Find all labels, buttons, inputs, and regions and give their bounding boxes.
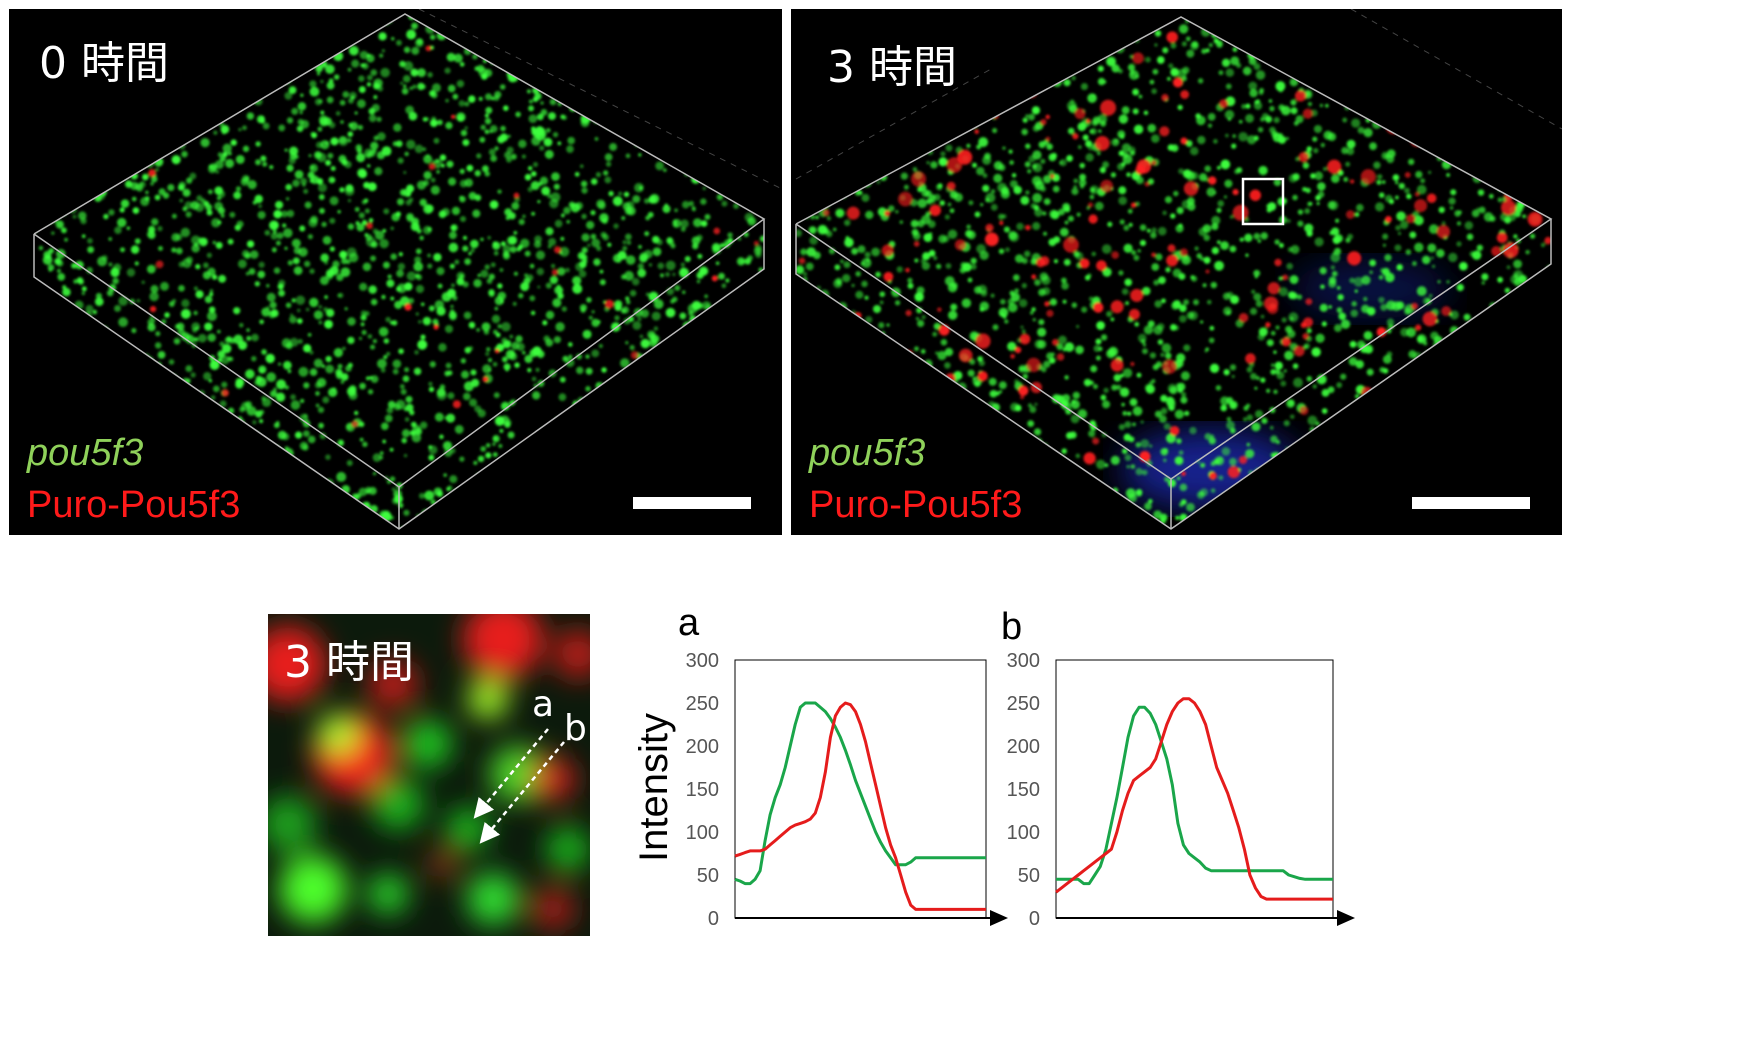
y-tick-label: 250: [686, 693, 719, 715]
y-tick-label: 300: [686, 650, 719, 672]
plot-svg: 0 50 100 150 200 250 300: [672, 648, 1012, 998]
inset-zoom-panel: 3 時間 a b: [268, 614, 590, 936]
y-tick-label: 100: [686, 822, 719, 844]
y-axis-title: Intensity: [632, 713, 677, 862]
channel-legend: pou5f3 Puro-Pou5f3: [27, 427, 240, 531]
plot-frame: [1056, 660, 1333, 918]
y-tick-label: 0: [1029, 908, 1040, 930]
plot-svg: 0 50 100 150 200 250 300: [995, 648, 1355, 998]
y-tick-label: 200: [686, 736, 719, 758]
legend-red: Puro-Pou5f3: [809, 479, 1022, 531]
profile-plot-b: b 0 50 100 150 200 250 300: [995, 598, 1355, 1058]
plot-frame: [735, 660, 986, 918]
microscopy-panel-0h: 0 時間 pou5f3 Puro-Pou5f3: [9, 9, 782, 535]
y-tick-label: 300: [1007, 650, 1040, 672]
series-line-green: [735, 703, 986, 884]
scale-bar: [1412, 497, 1530, 509]
line-label-b: b: [564, 708, 587, 749]
y-tick-label: 50: [697, 865, 719, 887]
plot-title: a: [678, 602, 699, 645]
y-tick-label: 250: [1007, 693, 1040, 715]
profile-plot-a: a 0 50 100 150 200 250 300: [672, 598, 1012, 1058]
y-tick-label: 150: [1007, 779, 1040, 801]
time-label: 3 時間: [284, 626, 414, 690]
y-tick-label: 150: [686, 779, 719, 801]
series-line-green: [1056, 707, 1333, 883]
y-tick-label: 0: [708, 908, 719, 930]
legend-green: pou5f3: [27, 427, 240, 479]
channel-legend: pou5f3 Puro-Pou5f3: [809, 427, 1022, 531]
legend-green: pou5f3: [809, 427, 1022, 479]
plot-title: b: [1001, 606, 1022, 649]
y-tick-label: 200: [1007, 736, 1040, 758]
microscopy-panel-3h: 3 時間 pou5f3 Puro-Pou5f3: [791, 9, 1562, 535]
y-tick-label: 100: [1007, 822, 1040, 844]
time-label: 0 時間: [39, 27, 169, 91]
y-tick-label: 50: [1018, 865, 1040, 887]
time-label: 3 時間: [827, 31, 957, 95]
legend-red: Puro-Pou5f3: [27, 479, 240, 531]
x-axis-arrow: [1337, 910, 1355, 926]
scale-bar: [633, 497, 751, 509]
line-label-a: a: [532, 684, 554, 725]
